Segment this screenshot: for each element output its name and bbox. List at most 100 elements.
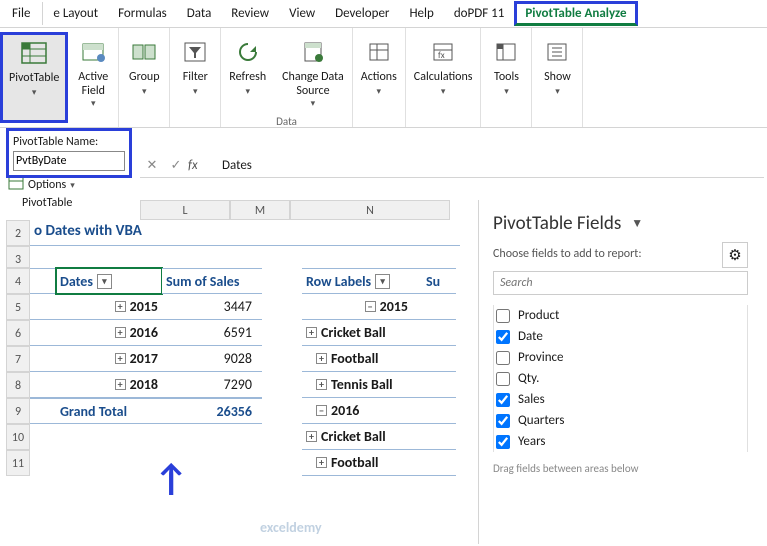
dropdown-icon[interactable]: ▾ bbox=[375, 274, 390, 289]
field-item-sales[interactable]: Sales bbox=[494, 389, 747, 410]
ribbon-tab[interactable]: Data bbox=[177, 2, 222, 25]
ribbon-tab[interactable]: Formulas bbox=[108, 2, 177, 25]
cell[interactable]: +2015 bbox=[56, 294, 162, 320]
fields-search-input[interactable] bbox=[493, 271, 748, 295]
row-header[interactable]: 8 bbox=[6, 372, 30, 398]
field-item-province[interactable]: Province bbox=[494, 347, 747, 368]
grand-total-cell[interactable]: Grand Total bbox=[56, 398, 162, 424]
row-header[interactable]: 6 bbox=[6, 320, 30, 346]
cell[interactable]: −2016 bbox=[302, 398, 422, 424]
change-data-label: Change Data Source bbox=[282, 70, 344, 98]
dates-header-cell[interactable]: Dates▾ bbox=[56, 268, 162, 294]
ribbon-tab[interactable]: doPDF 11 bbox=[444, 2, 515, 25]
grand-total-value[interactable]: 26356 bbox=[162, 398, 262, 424]
fx-icon[interactable]: fx bbox=[188, 158, 216, 173]
cell[interactable]: +2018 bbox=[56, 372, 162, 398]
ribbon-tab[interactable]: Help bbox=[399, 2, 443, 25]
row-headers: 2 3 4 5 6 7 8 9 10 11 bbox=[6, 220, 30, 476]
row-header[interactable]: 4 bbox=[6, 268, 30, 294]
cancel-icon[interactable]: ✕ bbox=[140, 158, 164, 173]
su-header-cell[interactable]: Su bbox=[422, 268, 456, 294]
gear-icon[interactable]: ⚙ bbox=[722, 242, 748, 268]
cell[interactable]: 9028 bbox=[162, 346, 262, 372]
row-header[interactable]: 7 bbox=[6, 346, 30, 372]
field-item-qty[interactable]: Qty. bbox=[494, 368, 747, 389]
expand-icon[interactable]: + bbox=[115, 327, 126, 338]
field-item-product[interactable]: Product bbox=[494, 305, 747, 326]
expand-icon[interactable]: + bbox=[316, 379, 327, 390]
cell-text: Cricket Ball bbox=[321, 324, 386, 341]
cell[interactable]: −2015 bbox=[302, 294, 422, 320]
row-header[interactable]: 10 bbox=[6, 424, 30, 450]
pivottable-section-label: PivotTable bbox=[22, 196, 72, 210]
field-checkbox[interactable] bbox=[496, 435, 510, 449]
options-label: Options bbox=[28, 178, 66, 192]
field-checkbox[interactable] bbox=[496, 309, 510, 323]
field-item-quarters[interactable]: Quarters bbox=[494, 410, 747, 431]
cell[interactable] bbox=[30, 268, 56, 294]
cell[interactable]: +2017 bbox=[56, 346, 162, 372]
cell[interactable]: +Football bbox=[302, 346, 422, 372]
cell[interactable]: +Football bbox=[302, 450, 422, 476]
cell[interactable]: +Cricket Ball bbox=[302, 424, 422, 450]
collapse-icon[interactable]: − bbox=[316, 405, 327, 416]
actions-button[interactable]: Actions▾ bbox=[353, 32, 405, 123]
ribbon-tab-analyze[interactable]: PivotTable Analyze bbox=[514, 1, 637, 26]
expand-icon[interactable]: + bbox=[115, 353, 126, 364]
formula-value[interactable]: Dates bbox=[216, 158, 252, 173]
ribbon: PivotTable▾ Active Field▾ Group▾ Filter▾… bbox=[0, 28, 767, 128]
ribbon-tab[interactable]: e Layout bbox=[43, 2, 108, 25]
col-header[interactable]: N bbox=[290, 200, 450, 220]
collapse-icon[interactable]: − bbox=[365, 301, 376, 312]
calculations-button[interactable]: fx Calculations▾ bbox=[406, 32, 481, 123]
cell[interactable]: 7290 bbox=[162, 372, 262, 398]
confirm-icon[interactable]: ✓ bbox=[164, 158, 188, 173]
expand-icon[interactable]: + bbox=[115, 301, 126, 312]
expand-icon[interactable]: + bbox=[306, 327, 317, 338]
expand-icon[interactable]: + bbox=[115, 379, 126, 390]
dropdown-icon[interactable]: ▾ bbox=[97, 274, 112, 289]
caret-icon[interactable]: ▼ bbox=[631, 216, 643, 231]
row-header[interactable]: 11 bbox=[6, 450, 30, 476]
refresh-button[interactable]: Refresh▾ bbox=[221, 32, 274, 113]
row-header[interactable]: 3 bbox=[6, 246, 30, 268]
tools-button[interactable]: Tools▾ bbox=[481, 32, 531, 123]
caret-icon: ▾ bbox=[193, 86, 198, 97]
col-header[interactable]: L bbox=[140, 200, 230, 220]
options-button[interactable]: Options ▾ bbox=[8, 176, 75, 194]
field-item-date[interactable]: Date bbox=[494, 326, 747, 347]
field-checkbox[interactable] bbox=[496, 414, 510, 428]
row-header[interactable]: 2 bbox=[6, 220, 30, 246]
pivottable-icon bbox=[18, 37, 50, 69]
expand-icon[interactable]: + bbox=[316, 457, 327, 468]
cell[interactable]: 3447 bbox=[162, 294, 262, 320]
filter-button[interactable]: Filter▾ bbox=[170, 32, 220, 123]
group-button[interactable]: Group▾ bbox=[119, 32, 169, 123]
pivottable-button[interactable]: PivotTable▾ bbox=[0, 32, 68, 123]
rowlabels-header-cell[interactable]: Row Labels▾ bbox=[302, 268, 422, 294]
ribbon-tab[interactable]: Review bbox=[221, 2, 279, 25]
file-tab[interactable]: File bbox=[0, 2, 43, 25]
row-header[interactable]: 9 bbox=[6, 398, 30, 424]
row-header[interactable]: 5 bbox=[6, 294, 30, 320]
pivottable-name-input[interactable] bbox=[13, 151, 125, 171]
sum-header-cell[interactable]: Sum of Sales bbox=[162, 268, 262, 294]
col-header[interactable]: M bbox=[230, 200, 290, 220]
field-checkbox[interactable] bbox=[496, 372, 510, 386]
show-button[interactable]: Show▾ bbox=[532, 32, 582, 123]
active-field-button[interactable]: Active Field▾ bbox=[68, 32, 118, 123]
ribbon-tab[interactable]: Developer bbox=[325, 2, 399, 25]
field-checkbox[interactable] bbox=[496, 351, 510, 365]
field-checkbox[interactable] bbox=[496, 330, 510, 344]
change-data-button[interactable]: Change Data Source▾ bbox=[274, 32, 352, 113]
field-item-years[interactable]: Years bbox=[494, 431, 747, 452]
cell[interactable]: 6591 bbox=[162, 320, 262, 346]
ribbon-tab[interactable]: View bbox=[279, 2, 325, 25]
cell[interactable]: +Tennis Ball bbox=[302, 372, 422, 398]
expand-icon[interactable]: + bbox=[306, 431, 317, 442]
cell[interactable]: + Cricket Ball bbox=[302, 320, 422, 346]
field-checkbox[interactable] bbox=[496, 393, 510, 407]
expand-icon[interactable]: + bbox=[316, 353, 327, 364]
cell[interactable]: +2016 bbox=[56, 320, 162, 346]
caret-icon: ▾ bbox=[91, 98, 96, 109]
